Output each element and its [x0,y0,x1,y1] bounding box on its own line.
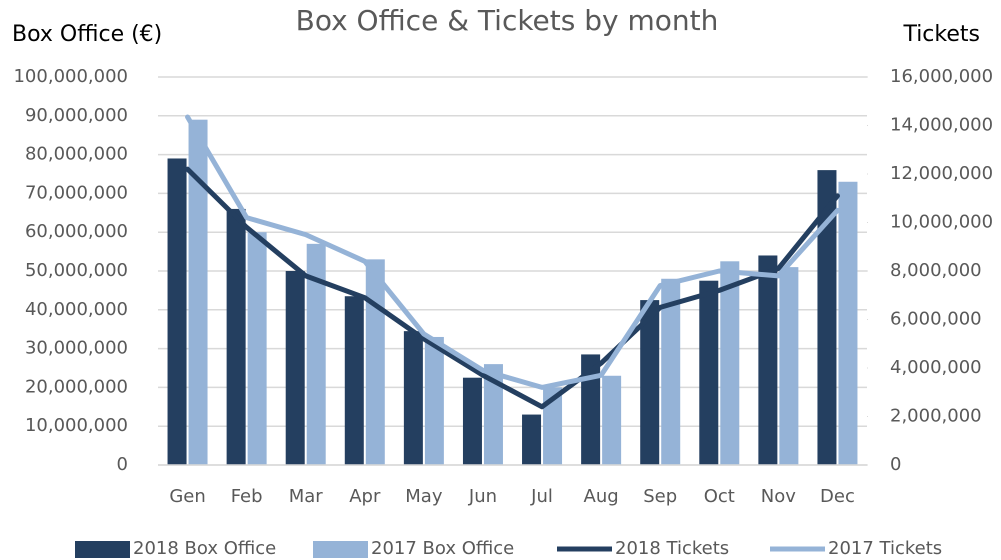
bar [661,278,681,465]
y2-tick-label: 12,000,000 [890,163,993,184]
y2-tick-label: 14,000,000 [890,115,993,136]
x-tick-label: Feb [231,486,263,507]
bar [188,119,208,466]
y-axis-label: Box Office (€) [12,22,162,47]
bar [285,271,305,465]
bar [817,170,837,465]
x-tick-label: Jun [468,486,497,507]
y-tick-label: 0 [117,454,128,475]
bar [522,414,542,465]
x-tick-label: Sep [643,486,677,507]
bar [462,377,482,465]
y-tick-label: 100,000,000 [13,66,128,87]
y2-tick-label: 0 [890,454,901,475]
bar [306,243,326,465]
y2-tick-label: 10,000,000 [890,212,993,233]
bar [699,280,719,465]
bar [167,158,187,466]
x-tick-label: Jul [530,486,553,507]
bar [838,181,858,465]
y-tick-label: 90,000,000 [25,105,128,126]
x-tick-label: Aug [584,486,619,507]
chart-title: Box Office & Tickets by month [296,4,719,37]
bar [247,232,267,465]
y-tick-label: 50,000,000 [25,260,128,281]
y2-tick-label: 2,000,000 [890,406,982,427]
y2-tick-label: 6,000,000 [890,309,982,330]
legend-label: 2018 Tickets [615,538,729,559]
y-tick-label: 60,000,000 [25,221,128,242]
legend-label: 2017 Tickets [828,538,942,559]
y-tick-label: 80,000,000 [25,144,128,165]
y-tick-label: 30,000,000 [25,338,128,359]
line [185,166,840,410]
x-tick-label: Nov [761,486,796,507]
x-tick-label: Dec [820,486,855,507]
bar [758,255,778,465]
y-tick-label: 70,000,000 [25,182,128,203]
x-tick-label: Gen [169,486,205,507]
legend-label: 2017 Box Office [371,538,514,559]
bar [344,296,364,465]
y-tick-label: 20,000,000 [25,376,128,397]
legend-swatch [75,541,130,558]
bar [424,336,444,465]
line [185,114,840,390]
x-tick-label: Mar [289,486,324,507]
y-tick-label: 10,000,000 [25,415,128,436]
bar [720,261,740,465]
bar [779,267,799,465]
y-tick-label: 40,000,000 [25,299,128,320]
legend-label: 2018 Box Office [133,538,276,559]
x-tick-label: Apr [349,486,381,507]
legend-swatch [313,541,368,558]
bar [483,364,503,465]
y2-tick-label: 16,000,000 [890,66,993,87]
y2-tick-label: 4,000,000 [890,357,982,378]
bar [640,300,660,465]
bar [581,354,601,465]
y2-axis-label: Tickets [902,22,980,47]
x-tick-label: May [405,486,443,507]
y2-tick-label: 8,000,000 [890,260,982,281]
bar [543,387,563,465]
bar [403,331,423,465]
bar [602,375,622,465]
x-tick-label: Oct [704,486,735,507]
bar [365,259,385,465]
bar [226,208,246,466]
